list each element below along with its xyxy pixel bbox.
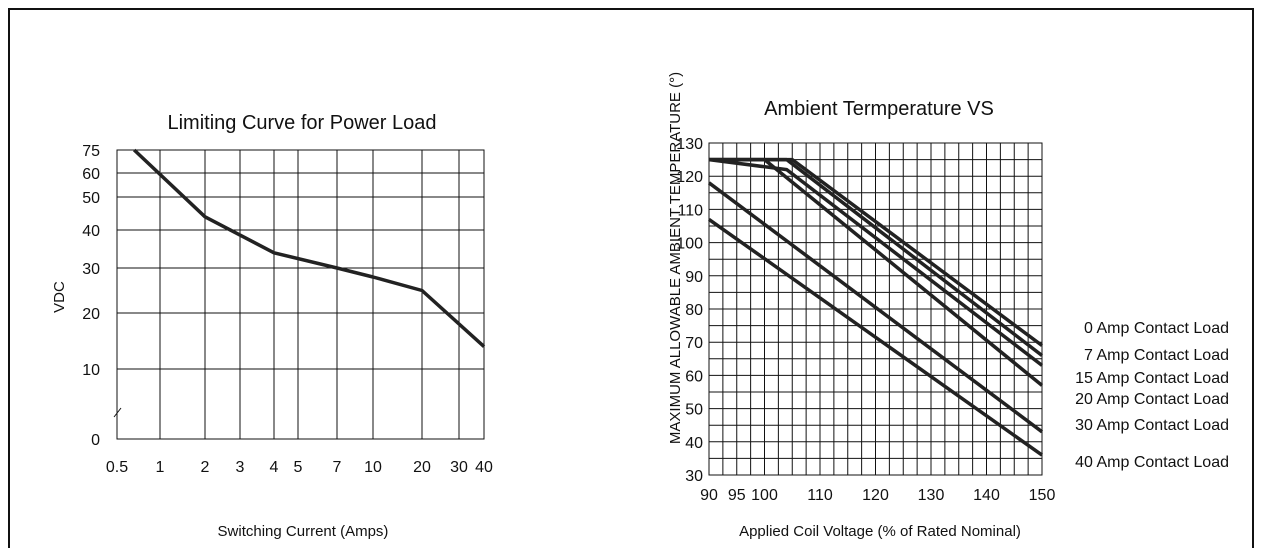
axis-break-mark xyxy=(113,407,122,418)
chart-2-y-tick-label: 40 xyxy=(685,435,703,452)
chart-1-x-tick-label: 3 xyxy=(236,459,245,476)
chart-1-y-tick-label: 40 xyxy=(82,223,100,240)
chart-2-series-line xyxy=(707,217,1044,457)
chart-1-y-tick-label: 20 xyxy=(82,306,100,323)
chart-1-x-tick-label: 30 xyxy=(450,459,468,476)
chart-1-x-tick-label: 40 xyxy=(475,459,493,476)
chart-2-x-tick-label: 130 xyxy=(918,487,945,504)
chart-2-y-tick-label: 80 xyxy=(685,302,703,319)
chart-1-plot-border xyxy=(116,149,485,440)
chart-2-series-line xyxy=(707,181,1044,434)
chart-2-x-tick-label: 110 xyxy=(807,487,833,504)
chart-2-series-label: 15 Amp Contact Load xyxy=(1075,370,1229,387)
chart-2-x-tick-label: 140 xyxy=(973,487,1000,504)
chart-1-x-tick-label: 10 xyxy=(364,459,382,476)
chart-1-x-tick-label: 7 xyxy=(333,459,342,476)
chart-2-y-tick-label: 110 xyxy=(677,202,703,219)
chart-1-tick-labels: 0.5 1 2 3 4 5 7 10 20 30 40 0 10 20 30 40 50 60 75 xyxy=(82,143,493,476)
chart-1-y-axis-title: VDC xyxy=(51,281,68,313)
chart-2-series-label: 40 Amp Contact Load xyxy=(1075,454,1229,471)
chart-2-x-tick-label: 100 xyxy=(751,487,778,504)
chart-2-y-axis-title: MAXIMUM ALLOWABLE AMBIENT TEMPERATURE (°… xyxy=(667,72,684,444)
chart-1-y-tick-label: 60 xyxy=(82,166,100,183)
chart-2-series-line xyxy=(709,157,1044,387)
chart-1-x-tick-label: 0.5 xyxy=(106,459,128,476)
chart-2-x-tick-label: 90 xyxy=(700,487,718,504)
chart-1-y-tick-label: 50 xyxy=(82,190,100,207)
figure-frame xyxy=(8,8,1254,548)
chart-2-series-line xyxy=(708,157,1044,367)
chart-1-y-tick-label: 75 xyxy=(82,143,100,160)
chart-2-y-tick-label: 100 xyxy=(676,236,703,253)
chart-2-series-label: 30 Amp Contact Load xyxy=(1075,417,1229,434)
chart-1-series-line xyxy=(132,148,486,348)
chart-1-x-tick-label: 5 xyxy=(294,459,303,476)
chart-1-y-tick-label: 0 xyxy=(91,432,100,449)
chart-2-x-tick-label: 120 xyxy=(862,487,889,504)
chart-2-series-labels: 0 Amp Contact Load 7 Amp Contact Load 15 A… xyxy=(1075,320,1229,471)
chart-2-y-tick-label: 50 xyxy=(685,402,703,419)
chart-2-y-tick-label: 60 xyxy=(685,368,703,385)
chart-2-series-label: 7 Amp Contact Load xyxy=(1084,347,1229,364)
chart-2-y-tick-label: 130 xyxy=(676,136,703,153)
chart-2-series xyxy=(707,157,1044,457)
chart-2-y-tick-label: 70 xyxy=(685,335,703,352)
chart-2-x-tick-label: 95 xyxy=(728,487,746,504)
chart-1-grid xyxy=(113,149,485,440)
chart-1-x-axis-title: Switching Current (Amps) xyxy=(218,523,389,540)
chart-1-x-tick-label: 1 xyxy=(156,459,165,476)
chart-power-load: Limiting Curve for Power Load 0.5 1 2 3 4 5 7 1… xyxy=(51,112,493,540)
chart-1-x-tick-label: 20 xyxy=(413,459,431,476)
chart-2-title: Ambient Termperature VS xyxy=(764,98,994,120)
chart-1-x-tick-label: 2 xyxy=(201,459,210,476)
chart-2-tick-labels: 90 95 100 110 120 130 140 150 30 40 50 60 70 80 90 100 1… xyxy=(676,136,1055,504)
chart-2-series-label: 0 Amp Contact Load xyxy=(1084,320,1229,337)
chart-2-x-tick-label: 150 xyxy=(1029,487,1056,504)
chart-ambient-temperature: Ambient Termperature VS 90 95 100 110 120 130… xyxy=(667,72,1229,540)
chart-2-series-label: 20 Amp Contact Load xyxy=(1075,391,1229,408)
chart-1-y-tick-label: 10 xyxy=(82,362,100,379)
chart-2-y-tick-label: 90 xyxy=(685,269,703,286)
chart-1-title: Limiting Curve for Power Load xyxy=(167,112,436,134)
chart-1-x-tick-label: 4 xyxy=(270,459,279,476)
chart-1-series xyxy=(132,148,486,348)
chart-1-y-tick-label: 30 xyxy=(82,261,100,278)
chart-2-x-axis-title: Applied Coil Voltage (% of Rated Nominal… xyxy=(739,523,1021,540)
chart-2-y-tick-label: 120 xyxy=(676,169,703,186)
chart-2-y-tick-label: 30 xyxy=(685,468,703,485)
